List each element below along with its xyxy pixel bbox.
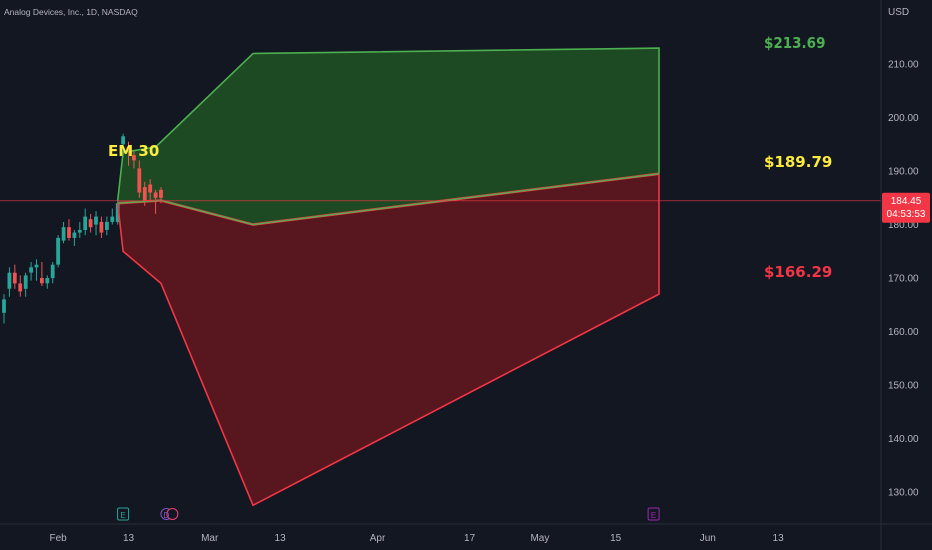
x-tick-label: Feb xyxy=(49,533,67,544)
candle-body xyxy=(83,216,88,230)
y-tick-label: 160.00 xyxy=(888,327,919,338)
candle-body xyxy=(132,155,136,161)
event-marker-letter: D xyxy=(164,511,170,520)
y-tick-label: 170.00 xyxy=(888,274,919,285)
event-marker-d[interactable]: D xyxy=(160,508,179,521)
candle-body xyxy=(148,184,153,193)
split-marker-icon xyxy=(166,508,179,520)
candle-body xyxy=(34,264,39,268)
candle-body xyxy=(115,203,120,222)
earnings-marker-icon xyxy=(647,507,660,521)
candle-body xyxy=(45,278,50,284)
candle-body xyxy=(7,272,12,289)
candle-body xyxy=(23,275,28,289)
x-tick-label: Mar xyxy=(201,533,219,544)
candle-body xyxy=(126,147,131,153)
x-tick-label: 13 xyxy=(275,533,287,544)
currency-label: USD xyxy=(888,7,909,18)
candle-body xyxy=(110,216,115,222)
upper-band-line xyxy=(116,47,660,201)
upper-target-label: $213.69 xyxy=(764,34,825,52)
candle-body xyxy=(50,264,55,279)
mid-band-line xyxy=(117,173,660,226)
price-tag-background xyxy=(882,192,930,223)
candle-body xyxy=(67,227,71,238)
event-marker-letter: E xyxy=(651,511,656,520)
x-tick-label: 15 xyxy=(610,533,622,544)
candle-body xyxy=(61,227,66,241)
earnings-marker-icon xyxy=(117,507,130,521)
y-tick-label: 200.00 xyxy=(888,113,919,124)
y-tick-label: 180.00 xyxy=(888,220,919,231)
event-marker-e[interactable]: E xyxy=(117,507,130,521)
candle-body xyxy=(94,216,98,225)
x-tick-label: Apr xyxy=(370,533,386,544)
lower-band-line xyxy=(116,173,660,507)
candle-body xyxy=(56,237,60,265)
upper-band-area xyxy=(117,48,659,225)
x-tick-label: 13 xyxy=(123,533,135,544)
event-marker-e[interactable]: E xyxy=(647,507,660,521)
candle-body xyxy=(88,219,93,228)
chart-header-title: Analog Devices, Inc., 1D, NASDAQ xyxy=(4,7,138,17)
em-label: EM 30 xyxy=(108,142,159,160)
candle-body xyxy=(105,221,109,230)
candle-body xyxy=(72,232,77,238)
candle-body xyxy=(99,221,104,233)
candle-body xyxy=(29,267,33,273)
candle-body xyxy=(77,229,82,233)
candle-body xyxy=(137,168,142,193)
price-tag: 184.45 04:53:53 xyxy=(882,192,930,223)
price-tag-price: 184.45 xyxy=(891,196,922,207)
event-marker-letter: E xyxy=(120,511,125,520)
candle-body xyxy=(12,272,17,284)
candle-body xyxy=(2,299,6,313)
lower-band-area xyxy=(117,173,659,506)
candle-body xyxy=(153,192,158,198)
candle-body xyxy=(40,278,44,284)
y-tick-label: 190.00 xyxy=(888,167,919,178)
lower-target-label: $166.29 xyxy=(764,263,832,281)
mid-target-label: $189.79 xyxy=(764,153,832,171)
candle-body xyxy=(18,283,23,292)
y-tick-label: 140.00 xyxy=(888,434,919,445)
x-tick-label: Jun xyxy=(700,533,716,544)
y-tick-label: 210.00 xyxy=(888,60,919,71)
x-tick-label: 17 xyxy=(464,533,476,544)
x-tick-label: 13 xyxy=(773,533,785,544)
y-tick-label: 150.00 xyxy=(888,381,919,392)
price-tag-countdown: 04:53:53 xyxy=(887,209,926,220)
candle-body xyxy=(159,189,163,198)
x-tick-label: May xyxy=(530,533,549,544)
y-tick-label: 130.00 xyxy=(888,487,919,498)
candle-body xyxy=(142,187,147,201)
candle-body xyxy=(121,136,125,145)
